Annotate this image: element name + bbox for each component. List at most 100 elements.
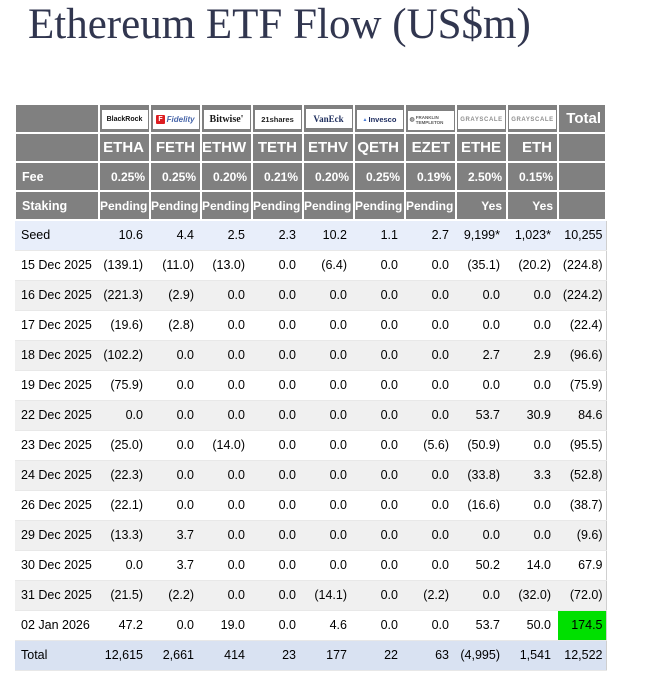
flow-row: 16 Dec 2025 (221.3) (2.9) 0.0 0.0 0.0 0.0 0.0 0.… [15, 280, 606, 311]
value-cell: 47.2 [99, 610, 150, 641]
value-cell: 0.0 [456, 310, 507, 341]
franklin-logo: FRANKLIN TEMPLETON [407, 110, 454, 130]
value-cell: 0.0 [507, 310, 558, 341]
value-cell: 0.0 [303, 490, 354, 521]
table-header: BlackRockFidelityBitwise'21sharesVanEckI… [14, 103, 607, 221]
provider-cell-vaneck: VanEck [302, 103, 355, 134]
value-cell: 0.0 [303, 340, 354, 371]
staking-value: Pending [149, 190, 202, 221]
value-cell: 2.9 [507, 340, 558, 371]
row-total-cell: 10,255 [558, 220, 606, 251]
staking-label: Staking [14, 190, 100, 221]
flow-row: 23 Dec 2025 (25.0) 0.0 (14.0) 0.0 0.0 0.0 (5.6)… [15, 430, 606, 461]
value-cell: 0.0 [99, 400, 150, 431]
row-total-cell: (95.5) [558, 430, 606, 461]
value-cell: 0.0 [405, 310, 456, 341]
value-cell: 0.0 [252, 460, 303, 491]
row-label: 24 Dec 2025 [15, 460, 99, 491]
value-cell: (32.0) [507, 580, 558, 611]
value-cell: (22.3) [99, 460, 150, 491]
total-column-header: Total [557, 103, 607, 134]
ticker-FETH: FETH [149, 132, 202, 163]
value-cell: 1,541 [507, 640, 558, 671]
fee-label: Fee [14, 161, 100, 192]
staking-value: Pending [404, 190, 457, 221]
value-cell: 0.0 [201, 280, 252, 311]
value-cell: 0.0 [252, 250, 303, 281]
21shares-logo: 21shares [254, 109, 301, 129]
value-cell: 0.0 [201, 310, 252, 341]
fee-total-blank [557, 161, 607, 192]
value-cell: (2.8) [150, 310, 201, 341]
value-cell: 0.0 [354, 310, 405, 341]
value-cell: 0.0 [303, 460, 354, 491]
value-cell: 0.0 [354, 280, 405, 311]
value-cell: 0.0 [354, 250, 405, 281]
value-cell: (35.1) [456, 250, 507, 281]
row-label: 30 Dec 2025 [15, 550, 99, 581]
ticker-ETHA: ETHA [98, 132, 151, 163]
value-cell: (13.3) [99, 520, 150, 551]
provider-cell-grayscale2: GRAYSCALE [506, 103, 559, 134]
value-cell: 23 [252, 640, 303, 671]
value-cell: 0.0 [252, 580, 303, 611]
value-cell: 53.7 [456, 610, 507, 641]
value-cell: 0.0 [507, 280, 558, 311]
value-cell: 63 [405, 640, 456, 671]
ticker-QETH: QETH [353, 132, 406, 163]
value-cell: 0.0 [405, 340, 456, 371]
grayscale2-logo: GRAYSCALE [509, 110, 556, 130]
value-cell: 0.0 [507, 370, 558, 401]
ticker-ETHE: ETHE [455, 132, 508, 163]
staking-row: Staking Pending Pending Pending Pending Pendi… [14, 190, 607, 221]
fee-value: 0.20% [200, 161, 253, 192]
provider-cell-invesco: Invesco [353, 103, 406, 134]
staking-value: Pending [98, 190, 151, 221]
value-cell: 0.0 [252, 610, 303, 641]
value-cell: 14.0 [507, 550, 558, 581]
value-cell: 0.0 [405, 400, 456, 431]
row-total-cell: (22.4) [558, 310, 606, 341]
value-cell: 0.0 [252, 430, 303, 461]
value-cell: 0.0 [456, 280, 507, 311]
ticker-ETHV: ETHV [302, 132, 355, 163]
row-label: Seed [15, 220, 99, 251]
flow-row: 15 Dec 2025 (139.1) (11.0) (13.0) 0.0 (6.4) 0.… [15, 250, 606, 281]
value-cell: 0.0 [354, 520, 405, 551]
value-cell: (50.9) [456, 430, 507, 461]
provider-cell-grayscale: GRAYSCALE [455, 103, 508, 134]
value-cell: 0.0 [507, 490, 558, 521]
value-cell: 30.9 [507, 400, 558, 431]
row-label: 15 Dec 2025 [15, 250, 99, 281]
table-body: Seed 10.6 4.4 2.5 2.3 10.2 1.1 2.7 9,199* 1,023* 1… [15, 220, 606, 671]
flow-row: 17 Dec 2025 (19.6) (2.8) 0.0 0.0 0.0 0.0 0.0 0.0… [15, 310, 606, 341]
row-label: Total [15, 640, 99, 671]
value-cell: 0.0 [252, 550, 303, 581]
fee-value: 0.25% [98, 161, 151, 192]
value-cell: 2,661 [150, 640, 201, 671]
value-cell: 0.0 [354, 460, 405, 491]
flow-row: 24 Dec 2025 (22.3) 0.0 0.0 0.0 0.0 0.0 0.0 (33.8… [15, 460, 606, 491]
row-total-cell: (75.9) [558, 370, 606, 401]
value-cell: 0.0 [303, 550, 354, 581]
seed-row: Seed 10.6 4.4 2.5 2.3 10.2 1.1 2.7 9,199* 1,023* 1… [15, 220, 606, 251]
value-cell: 0.0 [507, 520, 558, 551]
blackrock-logo: BlackRock [101, 110, 148, 129]
value-cell: 0.0 [252, 340, 303, 371]
ticker-ETHW: ETHW [200, 132, 253, 163]
value-cell: 4.4 [150, 220, 201, 251]
value-cell: (21.5) [99, 580, 150, 611]
value-cell: 414 [201, 640, 252, 671]
provider-logo-row: BlackRockFidelityBitwise'21sharesVanEckI… [14, 103, 607, 134]
ticker-ETH: ETH [506, 132, 559, 163]
value-cell: 0.0 [354, 550, 405, 581]
value-cell: (5.6) [405, 430, 456, 461]
value-cell: (20.2) [507, 250, 558, 281]
value-cell: 22 [354, 640, 405, 671]
row-total-cell: (9.6) [558, 520, 606, 551]
fidelity-logo: Fidelity [152, 110, 199, 129]
row-total-cell: (224.2) [558, 280, 606, 311]
value-cell: 2.5 [201, 220, 252, 251]
staking-total-blank [557, 190, 607, 221]
